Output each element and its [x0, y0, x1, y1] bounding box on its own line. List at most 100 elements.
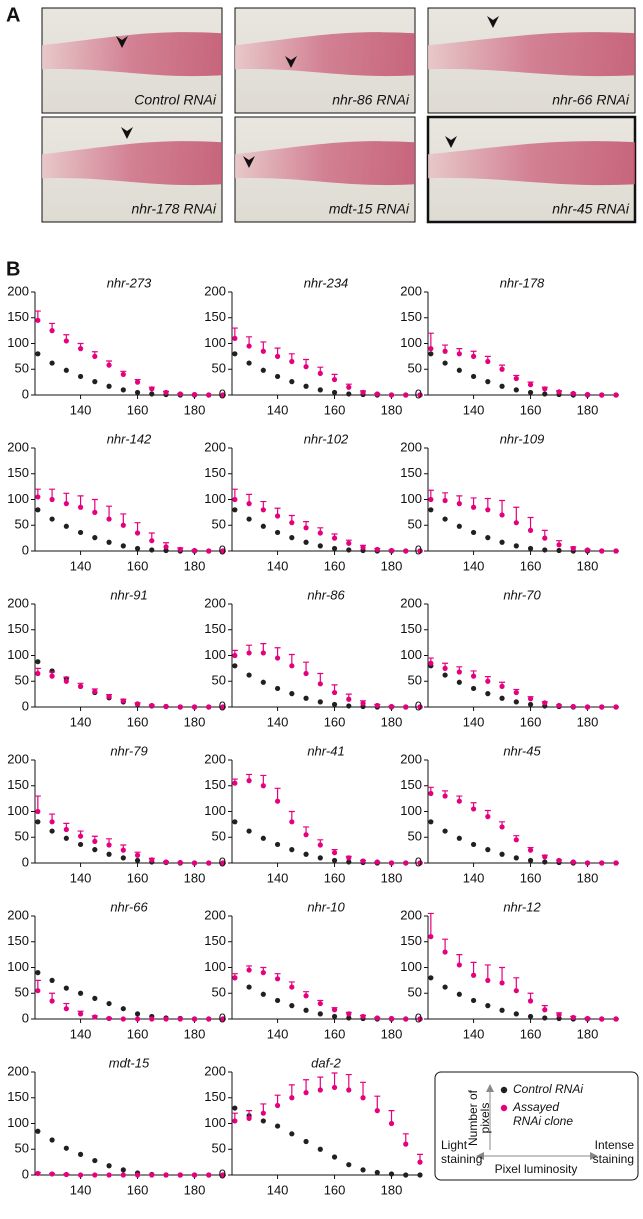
data-point — [149, 1016, 155, 1022]
data-point — [149, 857, 155, 863]
data-point — [331, 389, 338, 396]
y-tick-label: 100 — [400, 335, 422, 350]
x-tick-label: 160 — [127, 558, 149, 573]
data-point — [417, 1159, 423, 1165]
y-tick-label: 150 — [400, 309, 422, 324]
data-point — [470, 972, 477, 978]
data-point — [360, 1167, 366, 1173]
axis-label: Light — [441, 1138, 468, 1152]
y-tick-label: 0 — [22, 854, 29, 869]
data-point — [331, 701, 338, 708]
data-point — [232, 780, 238, 786]
data-point — [134, 852, 141, 858]
data-point — [428, 819, 434, 825]
data-point — [191, 704, 198, 710]
data-point — [120, 522, 126, 528]
data-point — [499, 851, 505, 857]
chart-title: nhr-91 — [110, 587, 147, 602]
data-point — [92, 509, 98, 515]
axis-label: Intense — [595, 1138, 635, 1152]
data-point — [485, 678, 491, 684]
data-point — [163, 544, 169, 550]
arrowhead — [590, 1152, 598, 1160]
data-point — [49, 360, 55, 366]
data-point — [331, 857, 338, 864]
data-point — [49, 998, 55, 1004]
data-point — [303, 1007, 309, 1013]
data-point — [35, 670, 41, 677]
data-point — [470, 373, 477, 380]
data-point — [428, 351, 434, 357]
data-point — [388, 1015, 395, 1022]
data-point — [220, 548, 226, 554]
x-tick-label: 180 — [184, 402, 206, 417]
data-point — [331, 1013, 338, 1020]
data-point — [428, 507, 434, 513]
data-point — [106, 694, 112, 700]
y-tick-label: 50 — [212, 985, 226, 1000]
data-point — [106, 842, 112, 848]
data-point — [289, 847, 295, 853]
y-tick-label: 150 — [204, 777, 226, 792]
data-point — [206, 1016, 212, 1022]
y-tick-label: 50 — [408, 829, 422, 844]
x-tick-label: 160 — [520, 1026, 542, 1041]
data-point — [442, 360, 448, 366]
data-point — [177, 704, 183, 710]
data-point — [499, 695, 505, 701]
data-point — [542, 854, 548, 860]
data-point — [289, 358, 295, 365]
data-point — [63, 1145, 69, 1151]
error-bar — [427, 912, 434, 937]
y-tick-label: 150 — [7, 465, 29, 480]
legend-label: Assayed — [512, 1100, 559, 1114]
data-point — [360, 1013, 366, 1020]
legend-label: RNAi clone — [513, 1114, 573, 1128]
data-point — [331, 1154, 338, 1160]
y-tick-label: 50 — [212, 361, 226, 376]
data-point — [177, 546, 183, 553]
y-tick-label: 0 — [22, 542, 29, 557]
y-tick-label: 50 — [15, 829, 29, 844]
x-tick-label: 160 — [520, 402, 542, 417]
data-point — [106, 539, 112, 545]
data-point — [274, 997, 281, 1004]
y-tick-label: 150 — [204, 465, 226, 480]
data-point — [442, 828, 448, 834]
arrowhead — [243, 156, 255, 168]
arrowhead — [121, 127, 133, 139]
data-point — [246, 984, 252, 990]
chart-title: nhr-142 — [107, 431, 152, 446]
chart-title: nhr-178 — [500, 275, 545, 290]
data-point — [120, 1016, 126, 1022]
data-point — [556, 857, 562, 864]
data-point — [542, 391, 548, 397]
x-tick-label: 140 — [267, 1182, 289, 1197]
data-point — [470, 673, 477, 679]
data-point — [63, 826, 69, 833]
y-tick-label: 150 — [7, 1089, 29, 1104]
data-point — [527, 389, 534, 396]
data-point — [599, 548, 605, 554]
arrowhead — [487, 16, 499, 28]
data-point — [331, 545, 338, 552]
x-tick-label: 140 — [463, 870, 485, 885]
panel-label: A — [6, 4, 20, 26]
data-point — [49, 516, 55, 522]
data-point — [513, 855, 519, 861]
y-tick-label: 200 — [7, 595, 29, 610]
data-point — [513, 699, 519, 705]
data-point — [35, 659, 41, 665]
data-point — [470, 353, 477, 359]
data-point — [388, 703, 395, 710]
y-tick-label: 100 — [400, 959, 422, 974]
data-point — [499, 383, 505, 389]
x-tick-label: 160 — [324, 1026, 346, 1041]
data-point — [584, 547, 591, 553]
data-point — [232, 335, 238, 341]
data-point — [485, 977, 491, 983]
data-point — [346, 696, 352, 702]
data-point — [274, 1123, 281, 1129]
y-tick-label: 100 — [204, 1115, 226, 1130]
